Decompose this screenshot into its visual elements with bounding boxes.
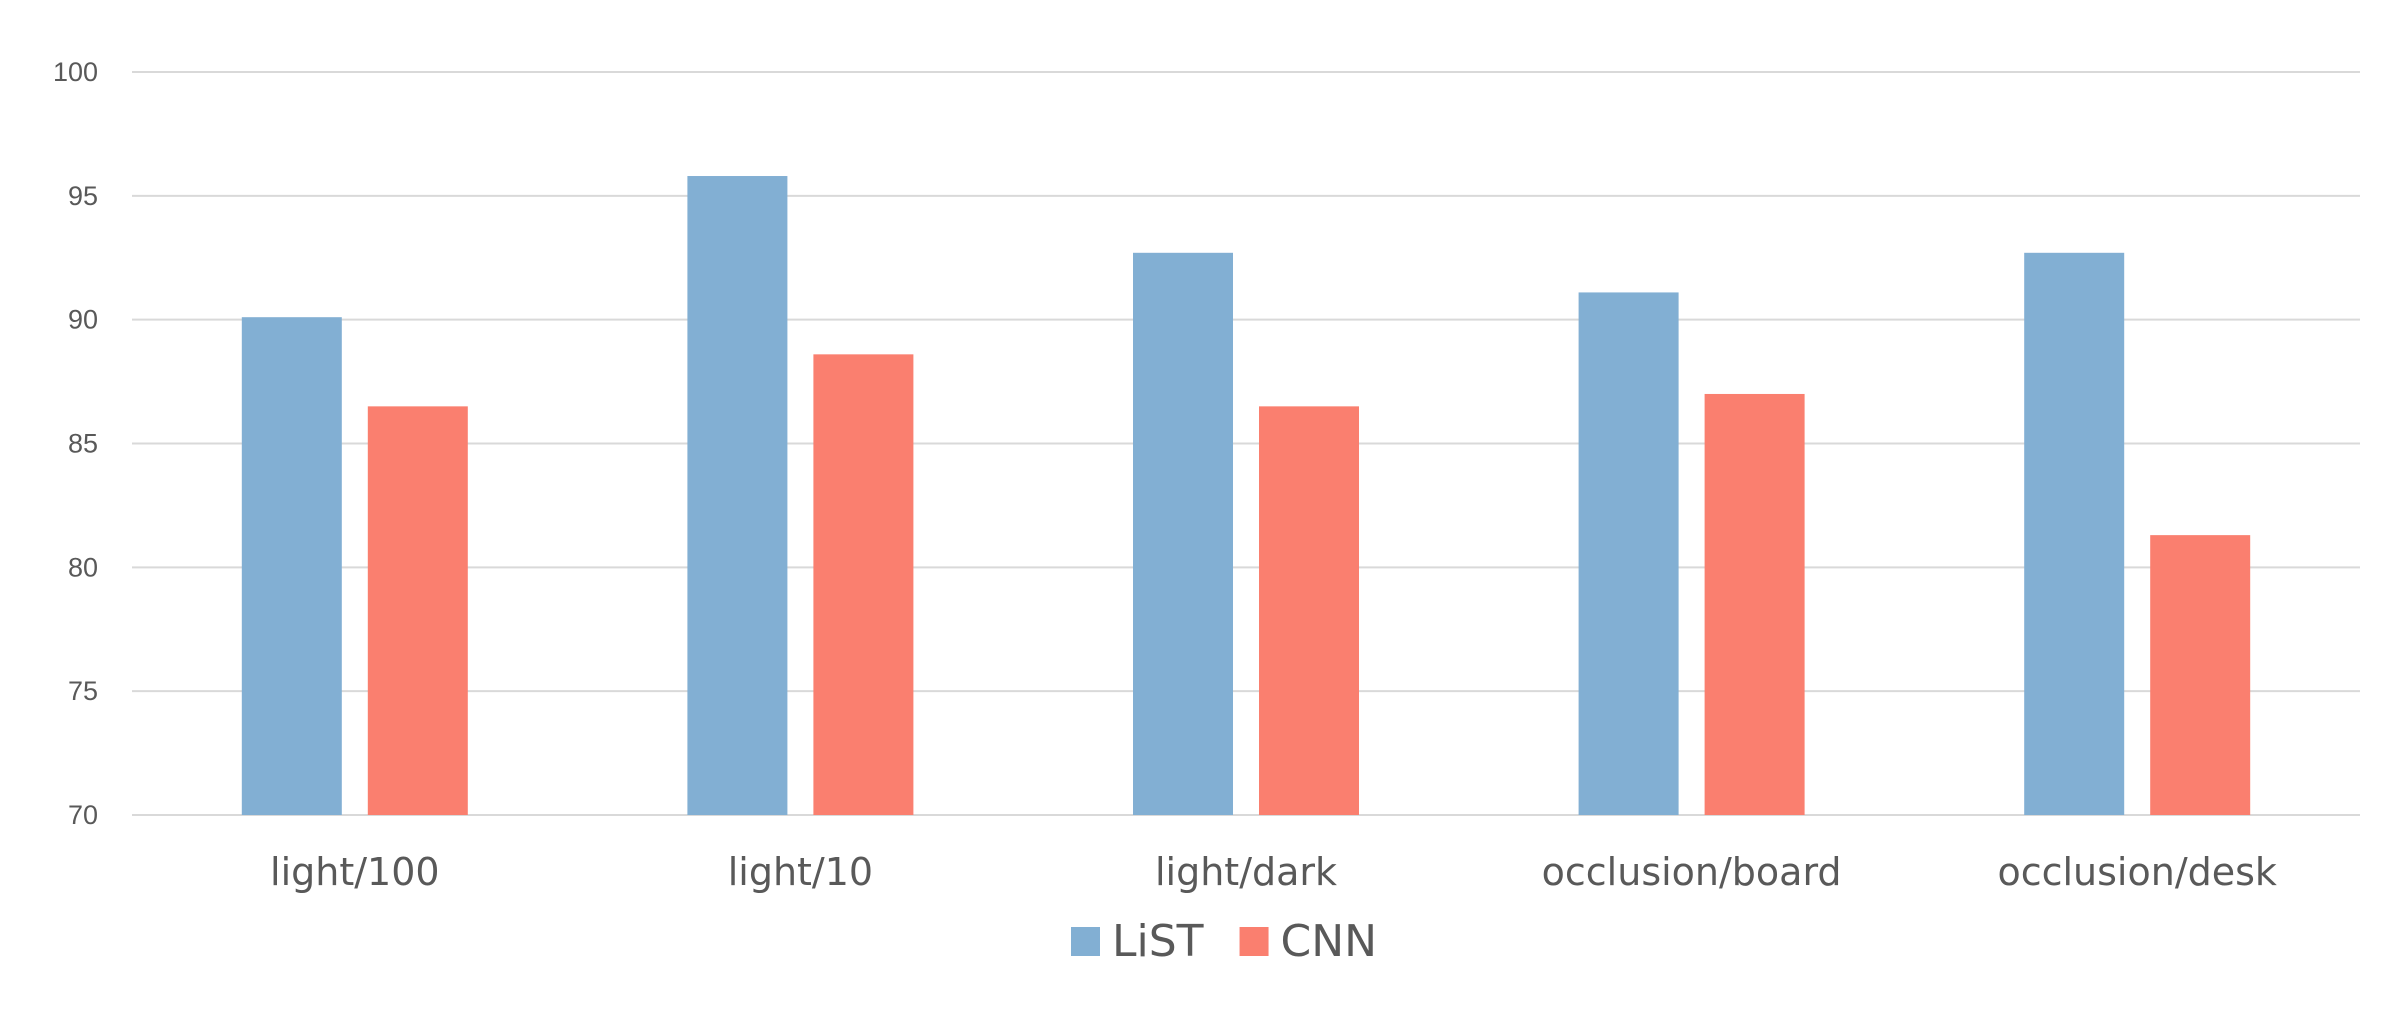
bar-list-occlusion-desk (2024, 252, 2125, 816)
bar-list-occlusion-board (1578, 292, 1679, 815)
x-tick-label: occlusion/board (1542, 850, 1842, 894)
bar-cnn-light-10 (813, 354, 914, 815)
gridlines (132, 71, 2360, 816)
bars (241, 176, 2251, 816)
y-tick-label: 90 (68, 305, 98, 335)
legend: LiST CNN (1071, 916, 1377, 967)
bar-cnn-occlusion-desk (2150, 535, 2251, 815)
y-tick-label: 75 (68, 676, 98, 706)
legend-swatch-cnn (1239, 927, 1269, 956)
bar-cnn-occlusion-board (1704, 393, 1805, 815)
x-tick-label: occlusion/desk (1997, 850, 2276, 894)
x-axis-ticks: light/100 light/10 light/dark occlusion/boa… (270, 850, 2277, 894)
bar-cnn-light-100 (367, 406, 468, 815)
bar-list-light-10 (687, 176, 788, 815)
y-tick-label: 80 (68, 552, 98, 582)
y-tick-label: 70 (68, 800, 98, 830)
bar-list-light-100 (241, 317, 342, 815)
y-tick-label: 85 (68, 429, 98, 459)
bar-list-light-dark (1133, 252, 1233, 816)
legend-label-list: LiST (1112, 916, 1204, 967)
x-tick-label: light/dark (1155, 850, 1337, 894)
legend-label-cnn: CNN (1281, 916, 1378, 967)
bar-cnn-light-dark (1259, 406, 1359, 815)
y-tick-label: 95 (68, 181, 98, 211)
x-tick-label: light/10 (728, 850, 873, 894)
legend-swatch-list (1071, 927, 1100, 956)
x-tick-label: light/100 (270, 850, 440, 894)
y-axis-ticks: 70 75 80 85 90 95 100 (53, 57, 98, 830)
y-tick-label: 100 (53, 57, 98, 87)
